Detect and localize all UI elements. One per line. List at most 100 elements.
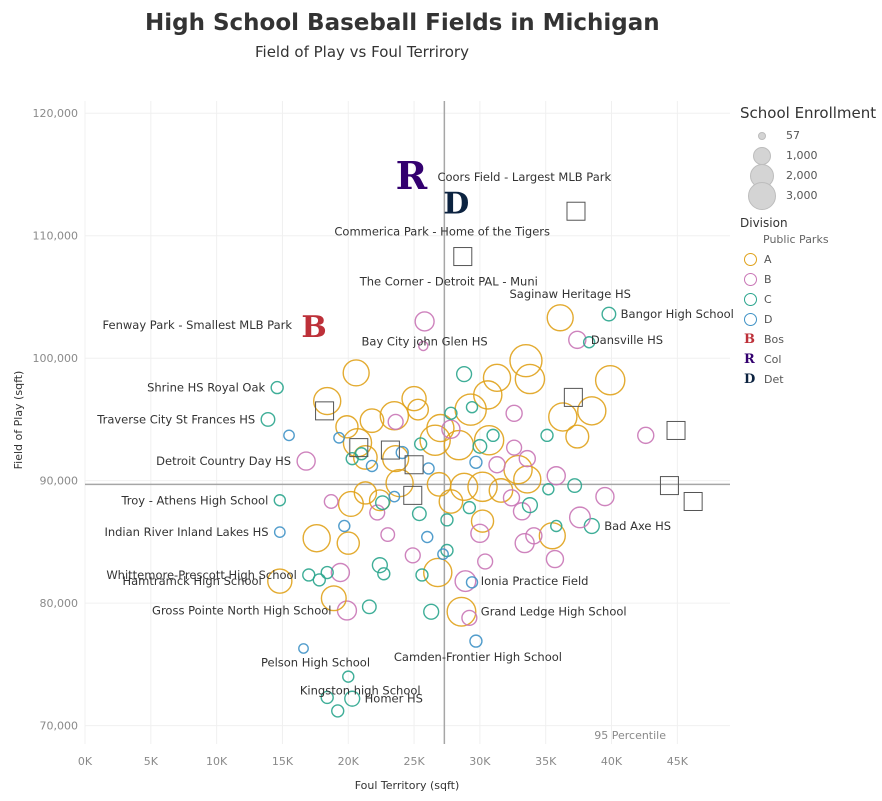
school-point bbox=[377, 567, 391, 581]
school-point bbox=[371, 557, 388, 574]
school-point bbox=[546, 304, 574, 332]
school-point bbox=[488, 456, 506, 474]
legend-division-item: C bbox=[740, 290, 882, 310]
school-point bbox=[454, 570, 477, 593]
school-point bbox=[509, 343, 543, 378]
school-point bbox=[545, 549, 565, 569]
school-point bbox=[525, 527, 543, 545]
school-point bbox=[548, 402, 578, 432]
school-point bbox=[333, 431, 345, 444]
school-point bbox=[465, 400, 479, 414]
school-point bbox=[302, 524, 331, 553]
school-label: Ionia Practice Field bbox=[481, 574, 589, 588]
school-point bbox=[387, 413, 404, 431]
legend-division-label: B bbox=[764, 273, 772, 286]
plot-area bbox=[85, 101, 730, 744]
x-tick-label: 10K bbox=[206, 755, 228, 768]
school-label: Grand Ledge High School bbox=[481, 605, 627, 619]
legend-public-parks: Public Parks bbox=[740, 230, 882, 250]
school-point bbox=[369, 504, 386, 521]
school-label: Troy - Athens High School bbox=[120, 493, 268, 507]
school-point bbox=[414, 311, 435, 332]
legend-size-label: 3,000 bbox=[786, 189, 818, 202]
school-points bbox=[260, 304, 655, 718]
legend-team-item: R Col bbox=[740, 350, 882, 370]
y-tick-label: 90,000 bbox=[40, 475, 79, 488]
school-point bbox=[438, 489, 464, 514]
school-point bbox=[482, 363, 512, 393]
school-point bbox=[298, 643, 309, 654]
school-point bbox=[502, 489, 521, 507]
x-tick-label: 30K bbox=[469, 755, 491, 768]
school-point bbox=[637, 426, 655, 445]
school-point bbox=[595, 486, 615, 507]
school-label: Detroit Country Day HS bbox=[156, 454, 291, 468]
legend-team-label: Bos bbox=[764, 333, 785, 346]
legend-division-item: B bbox=[740, 270, 882, 290]
school-point bbox=[486, 428, 500, 443]
legend-team-items: B Bos R Col D Det bbox=[740, 330, 882, 390]
school-point bbox=[577, 396, 607, 426]
school-point bbox=[437, 548, 449, 561]
school-point bbox=[375, 495, 390, 511]
school-point bbox=[423, 603, 440, 620]
size-swatch-icon bbox=[747, 181, 777, 211]
public-park-point bbox=[563, 387, 583, 407]
school-point bbox=[568, 506, 591, 529]
school-point bbox=[421, 530, 434, 544]
legend-size-title: School Enrollment bbox=[740, 104, 877, 122]
legend-division-title: Division bbox=[740, 216, 788, 230]
school-label: Saginaw Heritage HS bbox=[509, 287, 630, 301]
public-park-point bbox=[566, 201, 586, 221]
size-swatch-icon bbox=[752, 146, 772, 166]
school-point bbox=[335, 415, 359, 439]
public-park-label: The Corner - Detroit PAL - Muni bbox=[359, 275, 538, 289]
public-park-point bbox=[659, 476, 679, 496]
school-point bbox=[413, 437, 428, 451]
public-park-point bbox=[349, 438, 369, 458]
school-point bbox=[470, 523, 490, 544]
school-label: Bangor High School bbox=[621, 307, 734, 321]
school-point bbox=[323, 494, 339, 509]
school-point bbox=[411, 506, 427, 522]
school-point bbox=[565, 424, 590, 449]
legend: School Enrollment 57 1,000 2,000 3,000 Divi… bbox=[740, 104, 882, 390]
school-point bbox=[446, 596, 477, 627]
legend-division-label: C bbox=[764, 293, 772, 306]
legend-division-label: A bbox=[764, 253, 772, 266]
school-point bbox=[521, 497, 539, 514]
school-point bbox=[365, 459, 379, 473]
school-point bbox=[395, 445, 409, 460]
legend-size-item: 1,000 bbox=[740, 146, 882, 166]
school-point bbox=[568, 330, 587, 350]
legend-size-items: 57 1,000 2,000 3,000 bbox=[740, 126, 882, 211]
legend-public-parks-label: Public Parks bbox=[763, 233, 829, 246]
school-point bbox=[441, 419, 461, 439]
team-logo-icon: B bbox=[744, 332, 755, 347]
school-point bbox=[469, 455, 483, 469]
school-point bbox=[273, 526, 286, 539]
team-logo-icon: D bbox=[744, 372, 756, 387]
school-point bbox=[267, 568, 293, 594]
school-point bbox=[415, 568, 429, 582]
school-label: Kingston high School bbox=[300, 684, 421, 698]
school-point bbox=[353, 481, 378, 505]
school-point bbox=[345, 451, 359, 466]
school-point bbox=[344, 690, 361, 707]
public-park-point bbox=[683, 491, 703, 511]
y-tick-label: 120,000 bbox=[33, 107, 79, 120]
school-point bbox=[338, 519, 351, 533]
x-tick-label: 35K bbox=[535, 755, 557, 768]
school-point bbox=[444, 406, 458, 420]
legend-team-label: Det bbox=[764, 373, 784, 386]
school-point bbox=[601, 306, 617, 322]
legend-size-item: 57 bbox=[740, 126, 882, 146]
school-point bbox=[440, 513, 454, 527]
school-point bbox=[540, 428, 554, 443]
team-logo-icon: D bbox=[443, 186, 469, 221]
legend-team-label: Col bbox=[764, 353, 782, 366]
school-point bbox=[426, 471, 452, 497]
y-tick-label: 70,000 bbox=[40, 720, 79, 733]
school-label: Gross Pointe North High School bbox=[152, 604, 331, 618]
school-label: Camden-Frontier High School bbox=[394, 650, 562, 664]
